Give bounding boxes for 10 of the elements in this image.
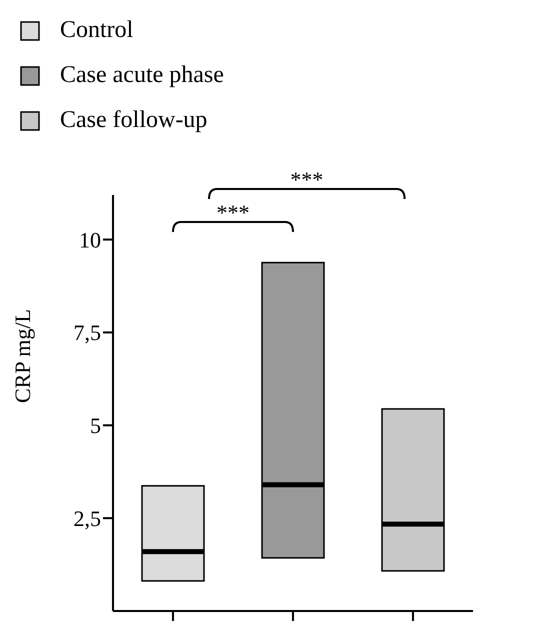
y-tick-label: 2,5 [74,506,101,531]
y-tick-label: 7,5 [74,320,101,346]
annotation: *** [216,200,250,225]
y-tick-label: 10 [79,227,101,252]
legend-label: Case follow-up [60,107,208,134]
y-tick-label: 5 [90,413,101,438]
y-axis-title: CRP mg/L [10,309,35,403]
legend-label: Control [60,17,134,44]
legend-label: Case acute phase [60,62,224,89]
text: *** [290,167,324,192]
